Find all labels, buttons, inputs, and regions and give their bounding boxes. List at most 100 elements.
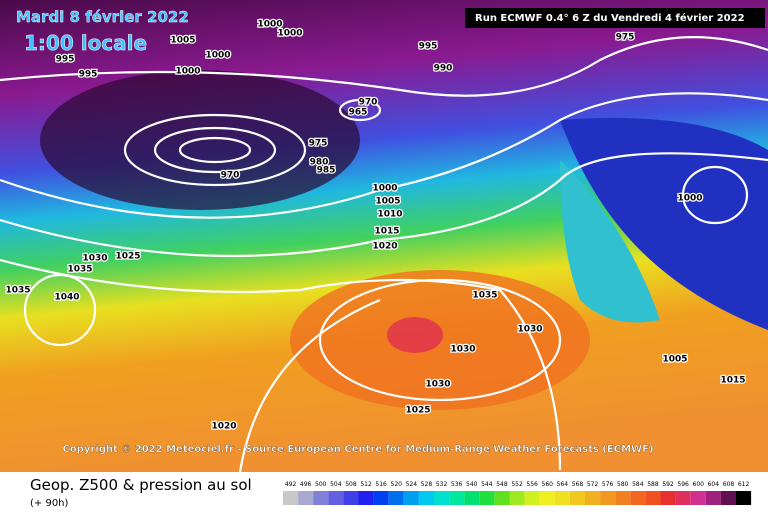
- isobar-label: 995: [79, 70, 98, 80]
- copyright: Copyright © 2022 Meteociel.fr - Source E…: [63, 444, 654, 455]
- isobar-label: 1030: [450, 345, 475, 355]
- colorbar-cell: [645, 491, 661, 505]
- colorbar-label: 520: [391, 481, 403, 488]
- colorbar-label: 588: [647, 481, 659, 488]
- colorbar-cell: [690, 491, 706, 505]
- colorbar-label: 512: [360, 481, 372, 488]
- isobars: [0, 36, 768, 473]
- isobar-label: 1015: [720, 376, 745, 386]
- isobar-label: 1030: [425, 380, 450, 390]
- colorbar-cell: [736, 491, 752, 505]
- isobar-label: 1000: [257, 20, 282, 30]
- colorbar: 492 496 500 504 508 512 516 520 524 528 532 536 540 5…: [283, 481, 752, 505]
- colorbar-label: 516: [375, 481, 387, 488]
- colorbar-label: 556: [526, 481, 538, 488]
- isobar-line: [153, 126, 277, 174]
- colorbar-label: 532: [436, 481, 448, 488]
- ridge-peak: [387, 317, 443, 353]
- colorbar-cell: [388, 491, 404, 505]
- colorbar-label: 584: [632, 481, 644, 488]
- colorbar-label: 540: [466, 481, 478, 488]
- colorbar-label: 544: [481, 481, 493, 488]
- colorbar-cell: [524, 491, 540, 505]
- isobar-label: 1030: [82, 254, 107, 264]
- isobar-label: 1000: [175, 67, 200, 77]
- isobar-label: 1005: [662, 355, 687, 365]
- isobar-label: 970: [359, 98, 378, 108]
- eastern-trough: [560, 118, 768, 330]
- colorbar-label: 548: [496, 481, 508, 488]
- isobar-line: [338, 98, 382, 122]
- isobar-label: 1000: [677, 194, 702, 204]
- eastern-band: [560, 160, 660, 323]
- colorbar-cell: [600, 491, 616, 505]
- colorbar-label: 592: [662, 481, 674, 488]
- isobar-label: 975: [616, 33, 635, 43]
- colorbar-cell: [418, 491, 434, 505]
- colorbar-label: 568: [572, 481, 584, 488]
- colorbar-cell: [509, 491, 525, 505]
- isobar-label: 1000: [205, 51, 230, 61]
- isobar-label: 1025: [115, 252, 140, 262]
- isobar-label: 1000: [372, 184, 397, 194]
- colorbar-cell: [464, 491, 480, 505]
- isobar-label: 1025: [405, 406, 430, 416]
- colorbar-cell: [403, 491, 419, 505]
- isobar-label: 965: [349, 108, 368, 118]
- colorbar-label: 528: [421, 481, 433, 488]
- colorbar-label: 612: [738, 481, 750, 488]
- isobar-label: 995: [56, 55, 75, 65]
- colorbar-cell: [539, 491, 555, 505]
- colorbar-label: 600: [693, 481, 705, 488]
- isobar-label: 995: [419, 42, 438, 52]
- isobar-line: [178, 136, 252, 164]
- isobar-label: 980: [310, 158, 329, 168]
- colorbar-label: 504: [330, 481, 342, 488]
- isobar-label: 1010: [377, 210, 402, 220]
- colorbar-label: 580: [617, 481, 629, 488]
- isobar-line: [0, 258, 562, 471]
- isobar-label: 1035: [5, 286, 30, 296]
- colorbar-cell: [313, 491, 329, 505]
- colorbar-label: 564: [557, 481, 569, 488]
- isobar-label: 1005: [170, 36, 195, 46]
- valid-time: 1:00 locale: [24, 31, 147, 55]
- isobar-label: 975: [309, 139, 328, 149]
- colorbar-cell: [283, 491, 299, 505]
- isobar-label: 1005: [375, 197, 400, 207]
- isobar-label: 1000: [277, 29, 302, 39]
- isobar-label: 1035: [472, 291, 497, 301]
- colorbar-cell: [343, 491, 359, 505]
- isobar-label: 1030: [517, 325, 542, 335]
- colorbar-label: 572: [587, 481, 599, 488]
- colorbar-cell: [660, 491, 676, 505]
- isobar-label: 1015: [374, 227, 399, 237]
- colorbar-label: 576: [602, 481, 614, 488]
- colorbar-label: 596: [677, 481, 689, 488]
- isobar-line: [123, 113, 307, 187]
- colorbar-label: 524: [406, 481, 418, 488]
- run-banner: [465, 8, 765, 28]
- colorbar-cell: [554, 491, 570, 505]
- isobar-label: 1020: [211, 422, 236, 432]
- footer-title: Geop. Z500 & pression au sol: [30, 476, 252, 494]
- isobar-label: 1040: [54, 293, 79, 303]
- colorbar-label: 604: [708, 481, 720, 488]
- colorbar-cell: [479, 491, 495, 505]
- footer-lead: (+ 90h): [30, 498, 69, 509]
- colorbar-label: 552: [511, 481, 523, 488]
- colorbar-cell: [675, 491, 691, 505]
- colorbar-label: 500: [315, 481, 327, 488]
- colorbar-cell: [373, 491, 389, 505]
- isobar-label: 970: [221, 171, 240, 181]
- isobar-line: [318, 278, 562, 402]
- colorbar-cell: [615, 491, 631, 505]
- colorbar-label: 560: [542, 481, 554, 488]
- isobar-line: [681, 165, 749, 225]
- colorbar-cell: [569, 491, 585, 505]
- isobar-line: [238, 298, 381, 473]
- colorbar-label: 492: [285, 481, 297, 488]
- colorbar-label: 536: [451, 481, 463, 488]
- colorbar-cell: [449, 491, 465, 505]
